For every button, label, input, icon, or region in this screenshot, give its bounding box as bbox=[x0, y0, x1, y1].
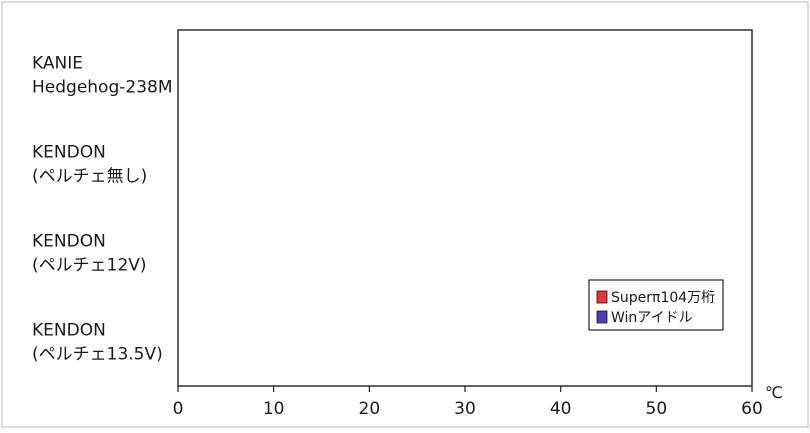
legend-swatch bbox=[596, 290, 608, 304]
x-tick-label: 40 bbox=[550, 399, 572, 419]
legend-label: Winアイドル bbox=[611, 310, 693, 326]
legend: Superπ104万桁 Winアイドル bbox=[588, 279, 724, 331]
category-label: KANIE bbox=[32, 54, 83, 74]
x-tick-label: 50 bbox=[646, 399, 668, 419]
category-label: (ペルチェ13.5V) bbox=[32, 345, 163, 365]
x-tick-label: 0 bbox=[173, 399, 184, 419]
legend-box bbox=[588, 279, 724, 331]
x-tick-label: 20 bbox=[359, 399, 381, 419]
x-tick-label: 30 bbox=[454, 399, 476, 419]
category-label: (ペルチェ12V) bbox=[32, 256, 147, 276]
category-label: KENDON bbox=[32, 232, 106, 252]
category-label: KENDON bbox=[32, 143, 106, 163]
x-tick-label: 60 bbox=[741, 399, 763, 419]
category-label: Hedgehog-238M bbox=[32, 78, 173, 98]
category-label: KENDON bbox=[32, 321, 106, 341]
x-axis: 0 10 20 30 40 50 60℃ bbox=[173, 29, 783, 419]
x-unit-label: ℃ bbox=[765, 383, 783, 402]
plot-area bbox=[177, 29, 753, 387]
legend-swatch bbox=[596, 310, 608, 324]
x-tick-label: 10 bbox=[263, 399, 285, 419]
category-labels: KANIE Hedgehog-238M KENDON (ペルチェ無し) KENDON (ペ… bbox=[32, 54, 173, 365]
legend-label: Superπ104万桁 bbox=[611, 290, 715, 306]
category-label: (ペルチェ無し) bbox=[32, 167, 147, 187]
